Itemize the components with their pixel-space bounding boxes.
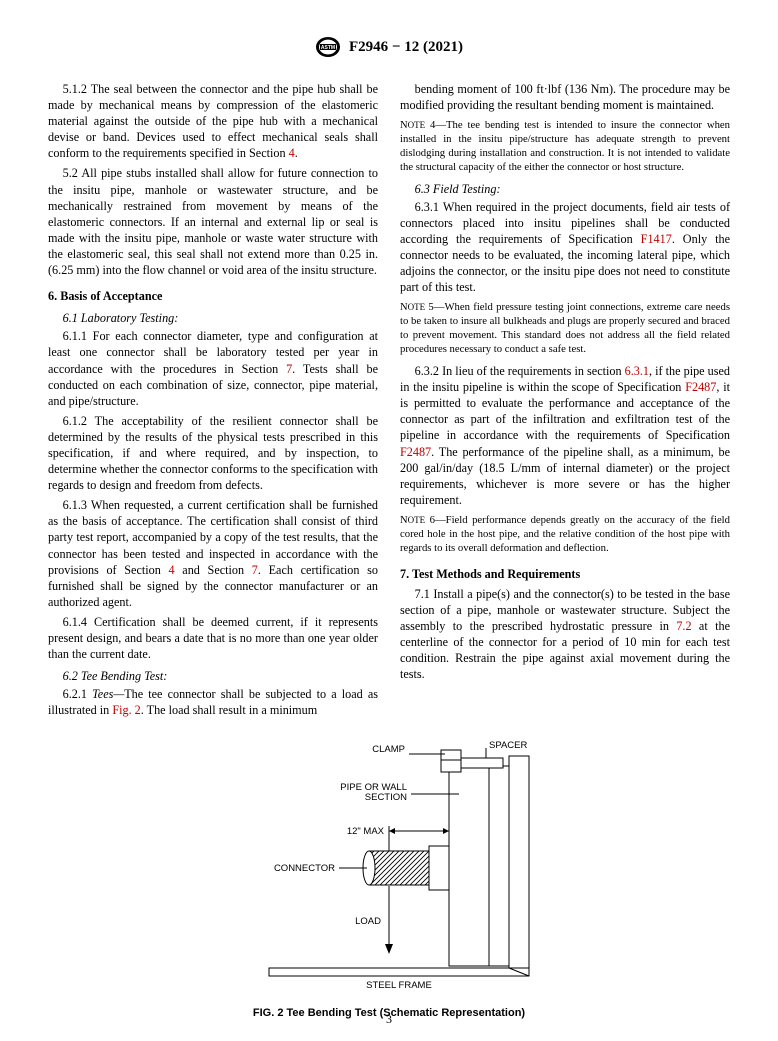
text: . xyxy=(295,146,298,160)
section-ref[interactable]: 7.2 xyxy=(676,619,691,633)
note-num: 5— xyxy=(428,301,444,313)
spec-ref[interactable]: F2487 xyxy=(685,380,716,394)
astm-logo-icon: ASTM xyxy=(315,36,341,58)
note-label: NOTE xyxy=(400,120,425,131)
fig-label-12max: 12" MAX xyxy=(347,826,385,837)
text: 5.1.2 The seal between the connector and… xyxy=(48,82,378,160)
standard-title: F2946 − 12 (2021) xyxy=(349,39,463,56)
text: . The load shall result in a minimum xyxy=(141,703,317,717)
note-num: 4— xyxy=(430,119,446,131)
text: and Section xyxy=(175,563,252,577)
heading-6: 6. Basis of Acceptance xyxy=(48,288,378,304)
para-6-1-3: 6.1.3 When requested, a current certific… xyxy=(48,497,378,610)
body-columns: 5.1.2 The seal between the connector and… xyxy=(48,81,730,718)
para-6-1-4: 6.1.4 Certification shall be deemed curr… xyxy=(48,614,378,662)
para-6-1-1: 6.1.1 For each connector diameter, type … xyxy=(48,328,378,408)
section-ref[interactable]: 6.3.1 xyxy=(625,364,649,378)
note-text: The tee bending test is intended to insu… xyxy=(400,119,730,173)
lead: 6.2.1 xyxy=(63,687,93,701)
note-num: 6— xyxy=(430,514,446,526)
note-4: NOTE 4—The tee bending test is intended … xyxy=(400,119,730,175)
heading-6-1: 6.1 Laboratory Testing: xyxy=(48,310,378,326)
fig-label-clamp: CLAMP xyxy=(372,744,405,755)
heading-6-2: 6.2 Tee Bending Test: xyxy=(48,668,378,684)
para-6-2-1b: bending moment of 100 ft·lbf (136 Nm). T… xyxy=(400,81,730,113)
para-5-1-2: 5.1.2 The seal between the connector and… xyxy=(48,81,378,161)
spec-ref[interactable]: F1417 xyxy=(641,232,672,246)
run-in: Tees— xyxy=(92,687,124,701)
note-5: NOTE 5—When field pressure testing joint… xyxy=(400,301,730,357)
page-header: ASTM F2946 − 12 (2021) xyxy=(48,36,730,63)
fig-label-spacer: SPACER xyxy=(489,740,528,751)
text: 6.3.2 In lieu of the requirements in sec… xyxy=(415,364,625,378)
para-6-3-2: 6.3.2 In lieu of the requirements in sec… xyxy=(400,363,730,508)
fig-label-section: SECTION xyxy=(365,792,407,803)
page: ASTM F2946 − 12 (2021) 5.1.2 The seal be… xyxy=(0,0,778,1041)
note-label: NOTE xyxy=(400,515,425,526)
fig-label-load: LOAD xyxy=(355,916,381,927)
para-6-2-1a: 6.2.1 Tees—The tee connector shall be su… xyxy=(48,686,378,718)
text: . The performance of the pipeline shall,… xyxy=(400,445,730,507)
fig-label-frame: STEEL FRAME xyxy=(366,980,432,991)
note-6: NOTE 6—Field performance depends greatly… xyxy=(400,514,730,556)
para-6-3-1: 6.3.1 When required in the project docum… xyxy=(400,199,730,296)
para-5-2: 5.2 All pipe stubs installed shall allow… xyxy=(48,165,378,278)
page-number: 3 xyxy=(0,1012,778,1027)
figure-2-svg: CLAMP SPACER PIPE OR WALL SECTION 12" MA… xyxy=(209,736,569,1001)
fig-label-connector: CONNECTOR xyxy=(274,863,335,874)
note-text: When field pressure testing joint connec… xyxy=(400,301,730,355)
spec-ref[interactable]: F2487 xyxy=(400,445,431,459)
heading-6-3: 6.3 Field Testing: xyxy=(400,181,730,197)
para-6-1-2: 6.1.2 The acceptability of the resilient… xyxy=(48,413,378,493)
note-text: Field performance depends greatly on the… xyxy=(400,514,730,554)
figure-2: CLAMP SPACER PIPE OR WALL SECTION 12" MA… xyxy=(48,736,730,1019)
para-7-1: 7.1 Install a pipe(s) and the connector(… xyxy=(400,586,730,683)
svg-text:ASTM: ASTM xyxy=(321,45,335,51)
note-label: NOTE xyxy=(400,302,425,313)
heading-7: 7. Test Methods and Requirements xyxy=(400,566,730,582)
figure-ref[interactable]: Fig. 2 xyxy=(112,703,140,717)
